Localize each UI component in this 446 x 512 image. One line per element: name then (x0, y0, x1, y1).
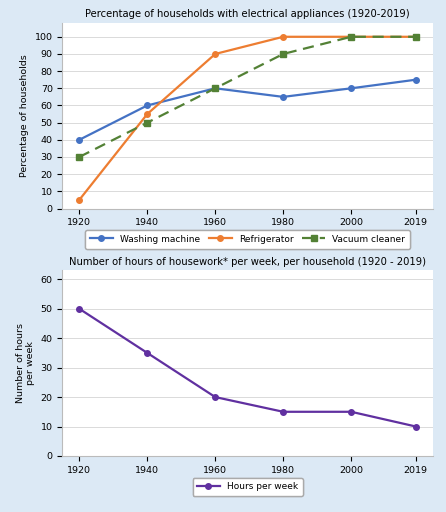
Refrigerator (413, 34, 418, 40)
Refrigerator (213, 51, 218, 57)
Y-axis label: Number of hours
per week: Number of hours per week (16, 323, 35, 403)
Hours per week (348, 409, 354, 415)
Washing machine (77, 137, 82, 143)
Washing machine (348, 85, 354, 91)
Vacuum cleaner (413, 34, 418, 40)
Line: Washing machine: Washing machine (76, 77, 419, 143)
Vacuum cleaner (348, 34, 354, 40)
Refrigerator (145, 111, 150, 117)
Hours per week (413, 423, 418, 430)
Hours per week (77, 306, 82, 312)
Washing machine (213, 85, 218, 91)
Washing machine (281, 94, 286, 100)
Legend: Washing machine, Refrigerator, Vacuum cleaner: Washing machine, Refrigerator, Vacuum cl… (86, 230, 409, 248)
Refrigerator (77, 197, 82, 203)
Vacuum cleaner (145, 120, 150, 126)
Washing machine (145, 102, 150, 109)
Hours per week (213, 394, 218, 400)
Vacuum cleaner (281, 51, 286, 57)
Hours per week (145, 350, 150, 356)
Hours per week (281, 409, 286, 415)
Line: Hours per week: Hours per week (76, 306, 419, 429)
Y-axis label: Percentage of households: Percentage of households (20, 54, 29, 177)
Line: Vacuum cleaner: Vacuum cleaner (76, 34, 419, 160)
Vacuum cleaner (77, 154, 82, 160)
Refrigerator (281, 34, 286, 40)
X-axis label: Year: Year (237, 480, 258, 490)
X-axis label: Year: Year (237, 233, 258, 243)
Refrigerator (348, 34, 354, 40)
Title: Percentage of households with electrical appliances (1920-2019): Percentage of households with electrical… (85, 10, 410, 19)
Title: Number of hours of housework* per week, per household (1920 - 2019): Number of hours of housework* per week, … (69, 257, 426, 267)
Vacuum cleaner (213, 85, 218, 91)
Washing machine (413, 77, 418, 83)
Legend: Hours per week: Hours per week (193, 478, 302, 496)
Line: Refrigerator: Refrigerator (76, 34, 419, 203)
